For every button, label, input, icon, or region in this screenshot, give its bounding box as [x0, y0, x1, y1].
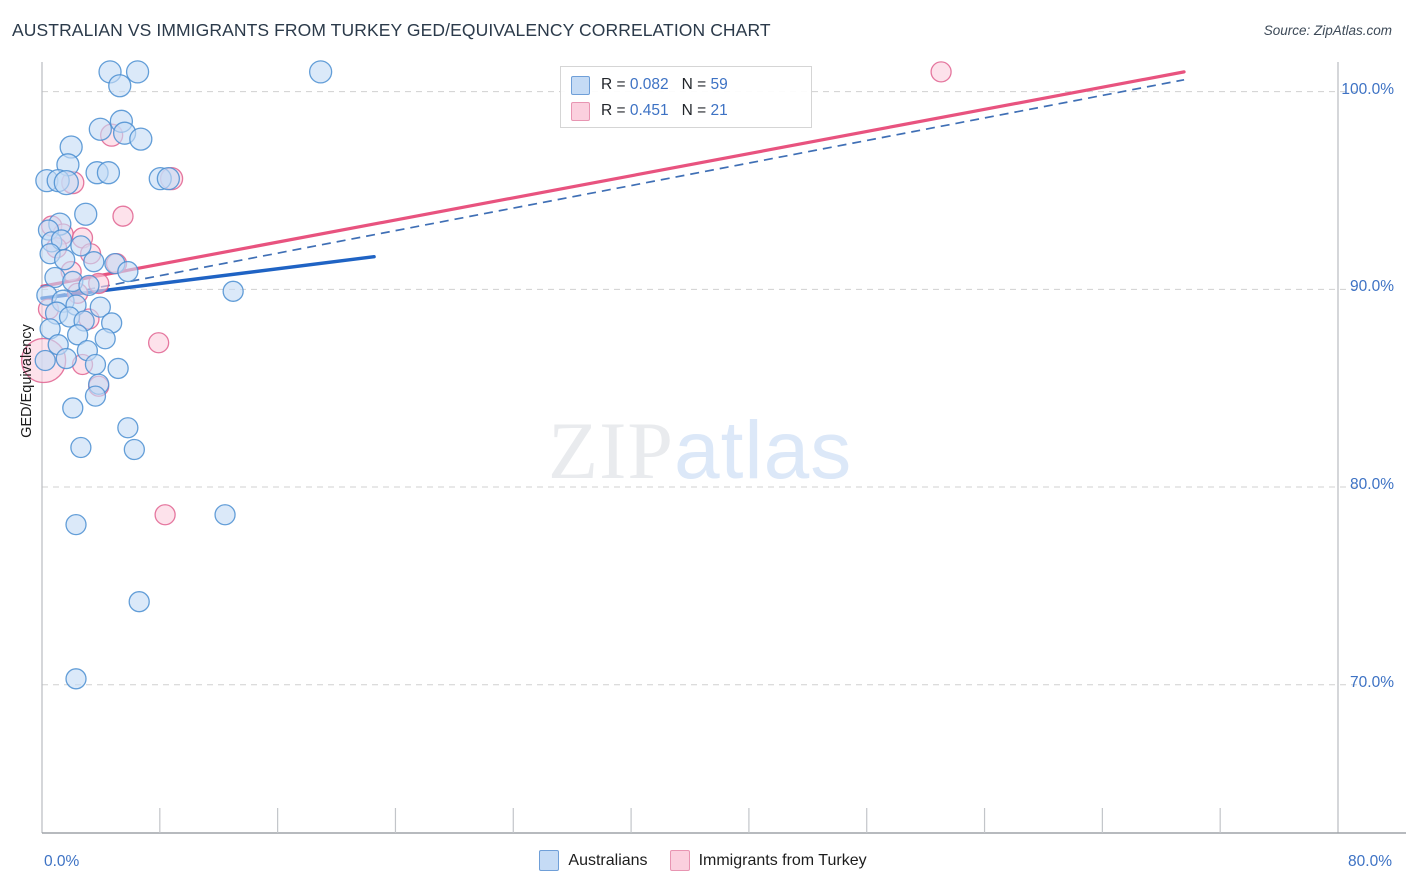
data-point-australians[interactable]: [129, 127, 153, 151]
data-point-australians[interactable]: [74, 202, 98, 226]
x-axis-tick-min: 0.0%: [44, 853, 80, 870]
correlation-stats-box: R = 0.082 N = 59 R = 0.451 N = 21: [560, 66, 812, 128]
data-point-australians[interactable]: [94, 328, 116, 350]
data-point-australians[interactable]: [125, 60, 150, 84]
stats-swatch-australians: [571, 75, 590, 95]
stats-row-australians: R = 0.082 N = 59: [571, 72, 801, 98]
data-point-turkey[interactable]: [930, 61, 952, 83]
data-point-australians[interactable]: [214, 504, 236, 526]
series-australians: [34, 60, 333, 690]
page-title: AUSTRALIAN VS IMMIGRANTS FROM TURKEY GED…: [12, 20, 771, 40]
legend-swatch-turkey: [669, 850, 690, 871]
legend-item-turkey[interactable]: Immigrants from Turkey: [669, 850, 867, 871]
data-point-australians[interactable]: [55, 347, 77, 370]
data-point-australians[interactable]: [88, 117, 112, 141]
stats-r-label-turkey: R =: [601, 102, 626, 119]
legend-label-turkey: Immigrants from Turkey: [698, 851, 867, 869]
stats-n-value-turkey: 21: [710, 102, 728, 119]
data-point-australians[interactable]: [108, 74, 132, 98]
data-point-australians[interactable]: [117, 260, 139, 283]
data-point-australians[interactable]: [44, 266, 66, 289]
data-point-turkey[interactable]: [154, 504, 176, 526]
legend-swatch-australians: [539, 850, 560, 871]
y-axis-tick-90: 90.0%: [1350, 278, 1394, 296]
data-point-australians[interactable]: [54, 249, 76, 271]
data-point-australians[interactable]: [123, 438, 145, 461]
source-attribution: Source: ZipAtlas.com: [1263, 23, 1392, 38]
data-point-australians[interactable]: [78, 274, 100, 297]
data-point-australians[interactable]: [308, 60, 333, 84]
data-point-australians[interactable]: [34, 349, 56, 372]
data-point-australians[interactable]: [156, 166, 181, 191]
stats-text-australians: R = 0.082 N = 59: [601, 76, 728, 94]
data-point-australians[interactable]: [96, 161, 121, 185]
data-point-australians[interactable]: [70, 436, 92, 459]
data-point-australians[interactable]: [89, 296, 111, 318]
data-point-australians[interactable]: [107, 357, 129, 380]
data-point-australians[interactable]: [62, 397, 84, 419]
y-axis-tick-80: 80.0%: [1350, 476, 1394, 494]
y-axis-tick-100: 100.0%: [1341, 80, 1394, 98]
data-point-turkey[interactable]: [112, 205, 134, 227]
data-point-australians[interactable]: [222, 280, 244, 302]
stats-text-turkey: R = 0.451 N = 21: [601, 102, 728, 120]
legend-label-australians: Australians: [568, 851, 648, 869]
stats-n-value-australians: 59: [710, 76, 728, 93]
data-point-australians[interactable]: [65, 513, 87, 536]
data-point-australians[interactable]: [117, 417, 139, 439]
data-point-australians[interactable]: [83, 251, 105, 273]
data-point-australians[interactable]: [66, 324, 89, 346]
stats-r-label-australians: R =: [601, 76, 626, 93]
trendline-turkey: [40, 70, 1186, 288]
data-point-australians[interactable]: [84, 353, 107, 376]
stats-n-label-australians: N =: [681, 76, 707, 93]
stats-swatch-turkey: [571, 101, 590, 121]
stats-n-label-turkey: N =: [681, 102, 707, 119]
legend-item-australians[interactable]: Australians: [539, 850, 648, 871]
series-turkey: [20, 61, 952, 526]
x-axis-tick-max: 80.0%: [1348, 853, 1392, 870]
chart-legend: Australians Immigrants from Turkey: [0, 850, 1406, 871]
data-point-australians[interactable]: [53, 169, 79, 196]
y-axis-title: GED/Equivalency: [19, 324, 35, 438]
data-point-turkey[interactable]: [147, 332, 170, 354]
data-point-australians[interactable]: [128, 591, 150, 613]
stats-r-value-australians: 0.082: [629, 76, 669, 93]
y-axis-tick-70: 70.0%: [1350, 673, 1394, 691]
data-point-australians[interactable]: [70, 235, 92, 257]
data-point-australians[interactable]: [65, 668, 87, 690]
data-point-australians[interactable]: [84, 385, 107, 407]
stats-row-turkey: R = 0.451 N = 21: [571, 98, 801, 124]
stats-r-value-turkey: 0.451: [629, 102, 669, 119]
